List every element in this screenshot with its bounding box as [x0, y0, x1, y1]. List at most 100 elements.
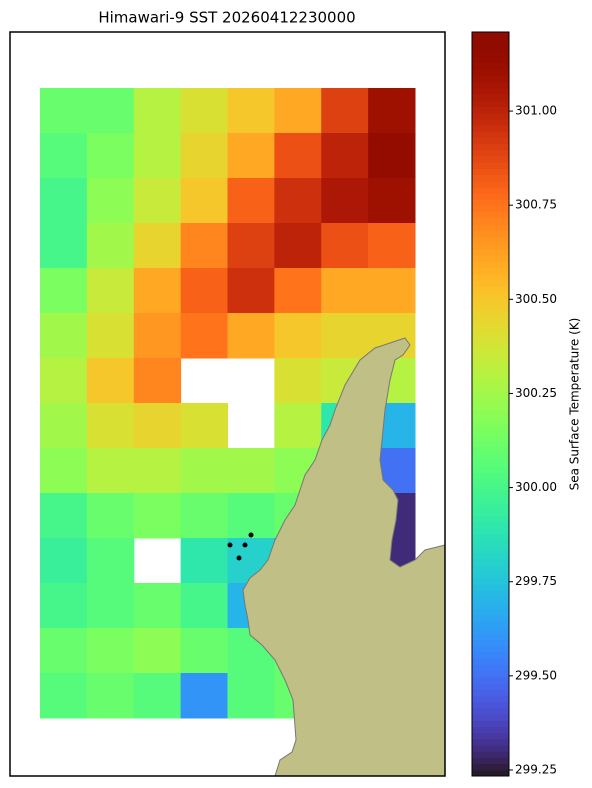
colorbar-step [472, 211, 509, 219]
sst-cell [274, 268, 322, 314]
sst-cell [227, 673, 275, 719]
colorbar-step [472, 428, 509, 436]
sst-cell [133, 583, 182, 629]
colorbar-step [472, 255, 509, 262]
colorbar-step [472, 521, 509, 529]
colorbar-step [472, 56, 509, 64]
colorbar-step [472, 304, 509, 312]
colorbar-step [472, 218, 509, 225]
colorbar-tick-label: 300.75 [515, 198, 557, 212]
sst-cell [180, 673, 228, 719]
colorbar-step [472, 106, 509, 114]
colorbar-step [472, 224, 509, 231]
colorbar-step [472, 180, 509, 188]
colorbar-step [472, 738, 509, 746]
sst-cell [86, 133, 135, 179]
sst-cell [227, 448, 275, 494]
colorbar-step [472, 583, 509, 591]
sst-cell [321, 223, 369, 269]
colorbar-step [472, 112, 509, 120]
sst-cell [227, 313, 275, 359]
sst-cell [274, 178, 322, 224]
colorbar-step [472, 515, 509, 523]
colorbar-step [472, 720, 509, 727]
sst-cell [368, 223, 416, 269]
sst-cell [86, 448, 135, 494]
colorbar-step [472, 459, 509, 467]
sst-cell [40, 223, 88, 269]
colorbar-step [472, 763, 509, 771]
colorbar-step [472, 379, 509, 386]
sst-cell [86, 538, 135, 584]
sst-cell [86, 178, 135, 224]
colorbar-tick-label: 301.00 [515, 104, 557, 118]
colorbar-step [472, 546, 509, 554]
sst-cell [86, 313, 135, 359]
colorbar-step [472, 156, 509, 163]
colorbar-step [472, 621, 509, 628]
sst-cell [274, 88, 322, 134]
sst-cell [180, 313, 228, 359]
colorbar-step [472, 311, 509, 318]
sst-cell [133, 358, 182, 404]
colorbar-step [472, 81, 509, 89]
sst-cell [133, 403, 182, 449]
sst-cell [133, 88, 182, 134]
colorbar-step [472, 528, 509, 535]
colorbar-step [472, 670, 509, 678]
sst-cell [180, 88, 228, 134]
colorbar-step [472, 602, 509, 610]
sst-cell [133, 223, 182, 269]
sst-cell [274, 358, 322, 404]
colorbar-step [472, 466, 509, 473]
colorbar-step [472, 373, 509, 380]
colorbar-step [472, 397, 509, 405]
colorbar-step [472, 757, 509, 765]
colorbar-step [472, 577, 509, 585]
sst-cell [133, 673, 182, 719]
colorbar-step [472, 360, 509, 368]
sst-cell [274, 133, 322, 179]
colorbar-step [472, 627, 509, 634]
sst-cell [227, 223, 275, 269]
sst-cell [133, 178, 182, 224]
colorbar-step [472, 354, 509, 362]
colorbar-step [472, 695, 509, 703]
colorbar-step [472, 559, 509, 566]
colorbar-step [472, 689, 509, 696]
sst-cell [274, 403, 322, 449]
sst-cell [180, 223, 228, 269]
sst-cell [40, 313, 88, 359]
colorbar-step [472, 534, 509, 541]
colorbar-step [472, 676, 509, 684]
colorbar-step [472, 335, 509, 343]
sst-cell [227, 268, 275, 314]
colorbar-step [472, 236, 509, 244]
map-frame [9, 31, 446, 777]
sst-cell [86, 493, 135, 539]
sst-cell [180, 448, 228, 494]
colorbar-step [472, 143, 509, 151]
colorbar-step [472, 280, 509, 287]
chart-title: Himawari-9 SST 20260412230000 [98, 9, 355, 27]
colorbar-step [472, 149, 509, 157]
colorbar-step [472, 87, 509, 95]
colorbar-step [472, 441, 509, 448]
sst-cell [227, 178, 275, 224]
colorbar-step [472, 94, 509, 101]
colorbar-step [472, 286, 509, 293]
colorbar-step [472, 242, 509, 250]
colorbar-step [472, 63, 509, 70]
sst-cell [133, 448, 182, 494]
colorbar-step [472, 633, 509, 641]
colorbar-step [472, 199, 509, 207]
colorbar-step [472, 168, 509, 176]
colorbar-step [472, 732, 509, 740]
colorbar [472, 32, 509, 777]
sst-cell [86, 673, 135, 719]
sst-cell [180, 583, 228, 629]
station-points [227, 532, 254, 561]
colorbar-frame [471, 31, 510, 777]
sst-cell [40, 538, 88, 584]
